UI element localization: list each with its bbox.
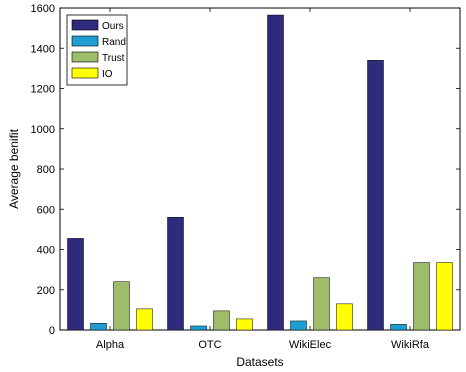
y-tick-label: 200 bbox=[37, 285, 55, 297]
bar-io-wikielec bbox=[336, 303, 353, 331]
legend-swatch-rand bbox=[71, 35, 99, 47]
bars-group bbox=[67, 14, 453, 331]
y-tick-label: 1400 bbox=[31, 43, 55, 55]
y-tick-label: 600 bbox=[37, 204, 55, 216]
legend-label-trust: Trust bbox=[102, 53, 125, 64]
bar-io-otc bbox=[236, 318, 253, 331]
bar-rand-wikirfa bbox=[390, 324, 407, 331]
legend: Ours Rand Trust IO bbox=[66, 14, 128, 86]
legend-label-io: IO bbox=[102, 69, 113, 80]
x-tick-label: WikiRfa bbox=[391, 339, 430, 351]
y-tick-label: 800 bbox=[37, 164, 55, 176]
bar-trust-otc bbox=[213, 310, 230, 331]
bar-io-wikirfa bbox=[436, 262, 453, 331]
x-tick-label: Alpha bbox=[96, 339, 125, 351]
bar-trust-wikielec bbox=[313, 277, 330, 331]
legend-label-rand: Rand bbox=[102, 37, 126, 48]
y-tick-label: 1600 bbox=[31, 3, 55, 15]
bar-ours-otc bbox=[167, 217, 184, 331]
bar-ours-alpha bbox=[67, 238, 84, 331]
bar-trust-alpha bbox=[113, 281, 130, 331]
bar-rand-wikielec bbox=[290, 320, 307, 331]
x-tick-label: WikiElec bbox=[289, 339, 332, 351]
y-tick-label: 1000 bbox=[31, 124, 55, 136]
y-tick-label: 400 bbox=[37, 245, 55, 257]
y-axis-title: Average benifit bbox=[7, 128, 21, 209]
bar-io-alpha bbox=[136, 308, 153, 331]
bar-ours-wikielec bbox=[267, 14, 284, 331]
x-axis-ticks: Alpha OTC WikiElec WikiRfa bbox=[96, 8, 430, 351]
bar-rand-otc bbox=[190, 325, 207, 331]
legend-swatch-trust bbox=[71, 51, 99, 63]
x-tick-label: OTC bbox=[198, 339, 221, 351]
y-axis-ticks: 0 200 400 600 800 1000 1200 1400 1600 bbox=[31, 3, 460, 337]
x-axis-title: Datasets bbox=[236, 355, 283, 369]
bar-trust-wikirfa bbox=[413, 262, 430, 331]
y-tick-label: 0 bbox=[49, 325, 55, 337]
legend-swatch-ours bbox=[71, 19, 99, 31]
bar-rand-alpha bbox=[90, 323, 107, 331]
y-tick-label: 1200 bbox=[31, 84, 55, 96]
legend-label-ours: Ours bbox=[102, 21, 124, 32]
bar-ours-wikirfa bbox=[367, 60, 384, 331]
legend-swatch-io bbox=[71, 67, 99, 79]
